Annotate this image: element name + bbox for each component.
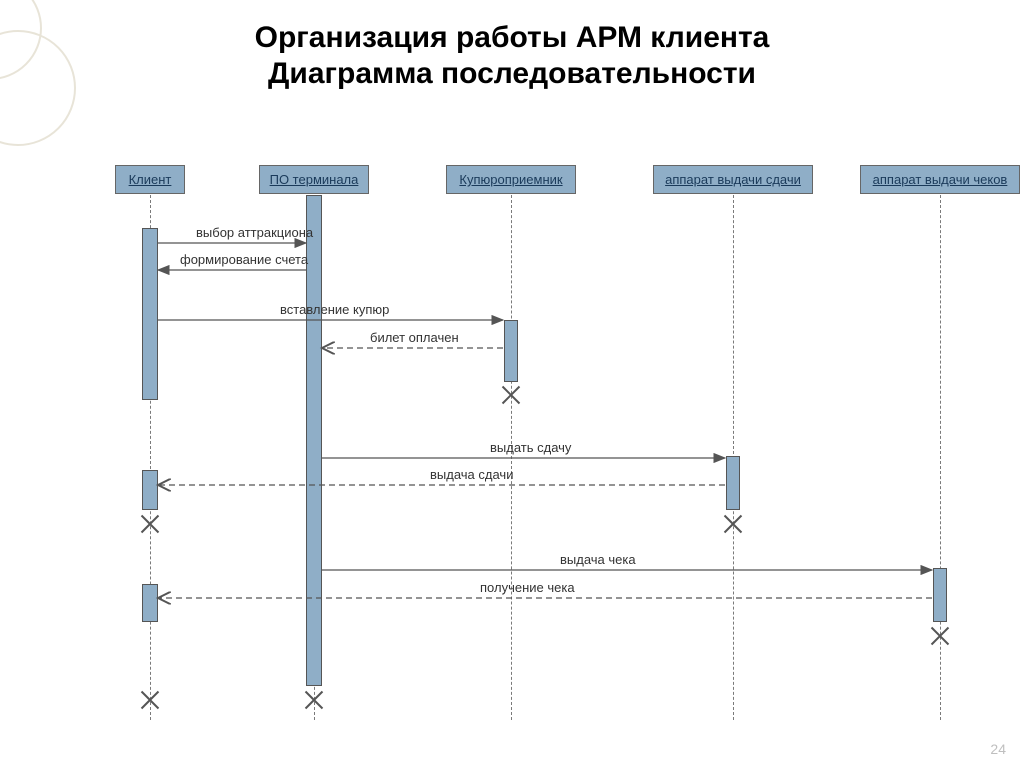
message-label-5: выдача сдачи — [430, 467, 513, 482]
participant-receipt: аппарат выдачи чеков — [860, 165, 1020, 194]
destroy-mark-2 — [139, 513, 161, 535]
message-label-1: формирование счета — [180, 252, 308, 267]
participant-change: аппарат выдачи сдачи — [653, 165, 813, 194]
activation-change_a — [726, 456, 740, 510]
message-label-6: выдача чека — [560, 552, 636, 567]
page-title: Организация работы АРМ клиента Диаграмма… — [0, 20, 1024, 92]
activation-acceptor_a — [504, 320, 518, 382]
message-label-3: билет оплачен — [370, 330, 459, 345]
message-label-2: вставление купюр — [280, 302, 389, 317]
destroy-mark-3 — [929, 625, 951, 647]
activation-client_b — [142, 470, 158, 510]
activation-client_c — [142, 584, 158, 622]
participant-client: Клиент — [115, 165, 185, 194]
message-label-7: получение чека — [480, 580, 575, 595]
destroy-mark-0 — [500, 384, 522, 406]
destroy-mark-4 — [139, 689, 161, 711]
participant-acceptor: Купюроприемник — [446, 165, 576, 194]
message-label-4: выдать сдачу — [490, 440, 571, 455]
title-line-1: Организация работы АРМ клиента — [255, 21, 770, 54]
title-line-2: Диаграмма последовательности — [268, 57, 756, 90]
activation-terminal_main — [306, 195, 322, 686]
destroy-mark-5 — [303, 689, 325, 711]
destroy-mark-1 — [722, 513, 744, 535]
activation-receipt_a — [933, 568, 947, 622]
lifeline-acceptor — [511, 195, 512, 720]
page-number: 24 — [990, 741, 1006, 757]
participant-terminal: ПО терминала — [259, 165, 369, 194]
activation-client_main — [142, 228, 158, 400]
message-label-0: выбор аттракциона — [196, 225, 313, 240]
